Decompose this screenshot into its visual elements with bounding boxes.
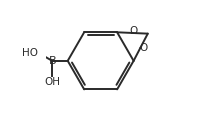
Text: B: B bbox=[48, 56, 56, 66]
Text: O: O bbox=[139, 43, 148, 53]
Text: OH: OH bbox=[44, 77, 60, 87]
Text: O: O bbox=[129, 26, 137, 36]
Text: HO: HO bbox=[22, 48, 38, 58]
